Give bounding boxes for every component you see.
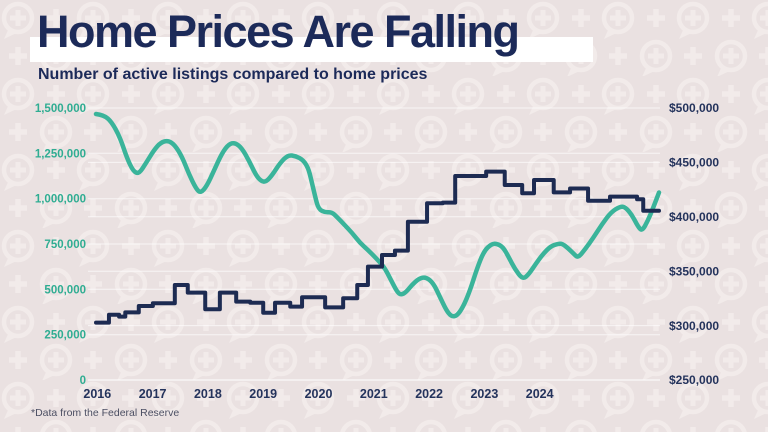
x-axis-year-label: 2017 (139, 387, 167, 401)
y-axis-right-tick-label: $450,000 (669, 156, 719, 170)
y-axis-left-tick-label: 250,000 (44, 330, 86, 342)
y-axis-right-tick-label: $350,000 (669, 264, 719, 278)
x-axis-year-label: 2024 (526, 387, 554, 401)
x-axis-year-label: 2023 (470, 387, 498, 401)
x-axis-year-label: 2019 (249, 387, 277, 401)
y-axis-left-tick-label: 500,000 (44, 284, 86, 296)
x-axis-year-label: 2021 (360, 387, 388, 401)
y-axis-right-tick-label: $400,000 (669, 210, 719, 224)
y-axis-left-tick-label: 750,000 (44, 239, 86, 251)
x-axis-year-label: 2022 (415, 387, 443, 401)
y-axis-right-tick-label: $500,000 (669, 101, 719, 115)
y-axis-right-tick-label: $300,000 (669, 319, 719, 333)
page-title: Home Prices Are Falling (37, 6, 520, 57)
y-axis-left-tick-label: 1,500,000 (35, 103, 86, 115)
y-axis-left-tick-label: 1,250,000 (35, 148, 86, 160)
y-axis-left-tick-label: 1,000,000 (35, 194, 86, 206)
x-axis-year-label: 2016 (83, 387, 111, 401)
page-subtitle: Number of active listings compared to ho… (38, 66, 428, 83)
x-axis-year-label: 2020 (305, 387, 333, 401)
active-listings-line (93, 111, 662, 319)
y-axis-right-tick-label: $250,000 (669, 373, 719, 387)
x-axis-year-label: 2018 (194, 387, 222, 401)
y-axis-left-tick-label: 0 (80, 375, 86, 387)
data-source-footnote: *Data from the Federal Reserve (31, 407, 180, 419)
home-prices-line (94, 169, 661, 325)
title-highlight-band (30, 37, 593, 62)
